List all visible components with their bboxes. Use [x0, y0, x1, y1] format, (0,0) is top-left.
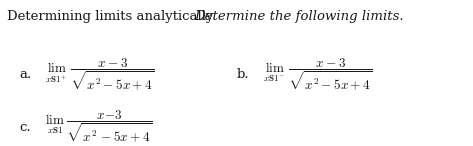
Text: c.: c. [19, 120, 31, 134]
Text: b.: b. [236, 68, 249, 81]
Text: Determine the following limits.: Determine the following limits. [194, 10, 403, 23]
Text: $\lim_{x\mathbf{S}1^{+}}\;\dfrac{x-3}{\sqrt{x^2-5x+4}}$: $\lim_{x\mathbf{S}1^{+}}\;\dfrac{x-3}{\s… [45, 56, 155, 93]
Text: Determining limits analytically: Determining limits analytically [7, 10, 218, 23]
Text: a.: a. [19, 68, 31, 81]
Text: $\lim_{x\mathbf{S}1^{-}}\;\dfrac{x-3}{\sqrt{x^2-5x+4}}$: $\lim_{x\mathbf{S}1^{-}}\;\dfrac{x-3}{\s… [263, 56, 372, 93]
Text: $\lim_{x\mathbf{S}1}\;\dfrac{x-3}{\sqrt{x^2-5x+4}}$: $\lim_{x\mathbf{S}1}\;\dfrac{x-3}{\sqrt{… [45, 109, 152, 145]
